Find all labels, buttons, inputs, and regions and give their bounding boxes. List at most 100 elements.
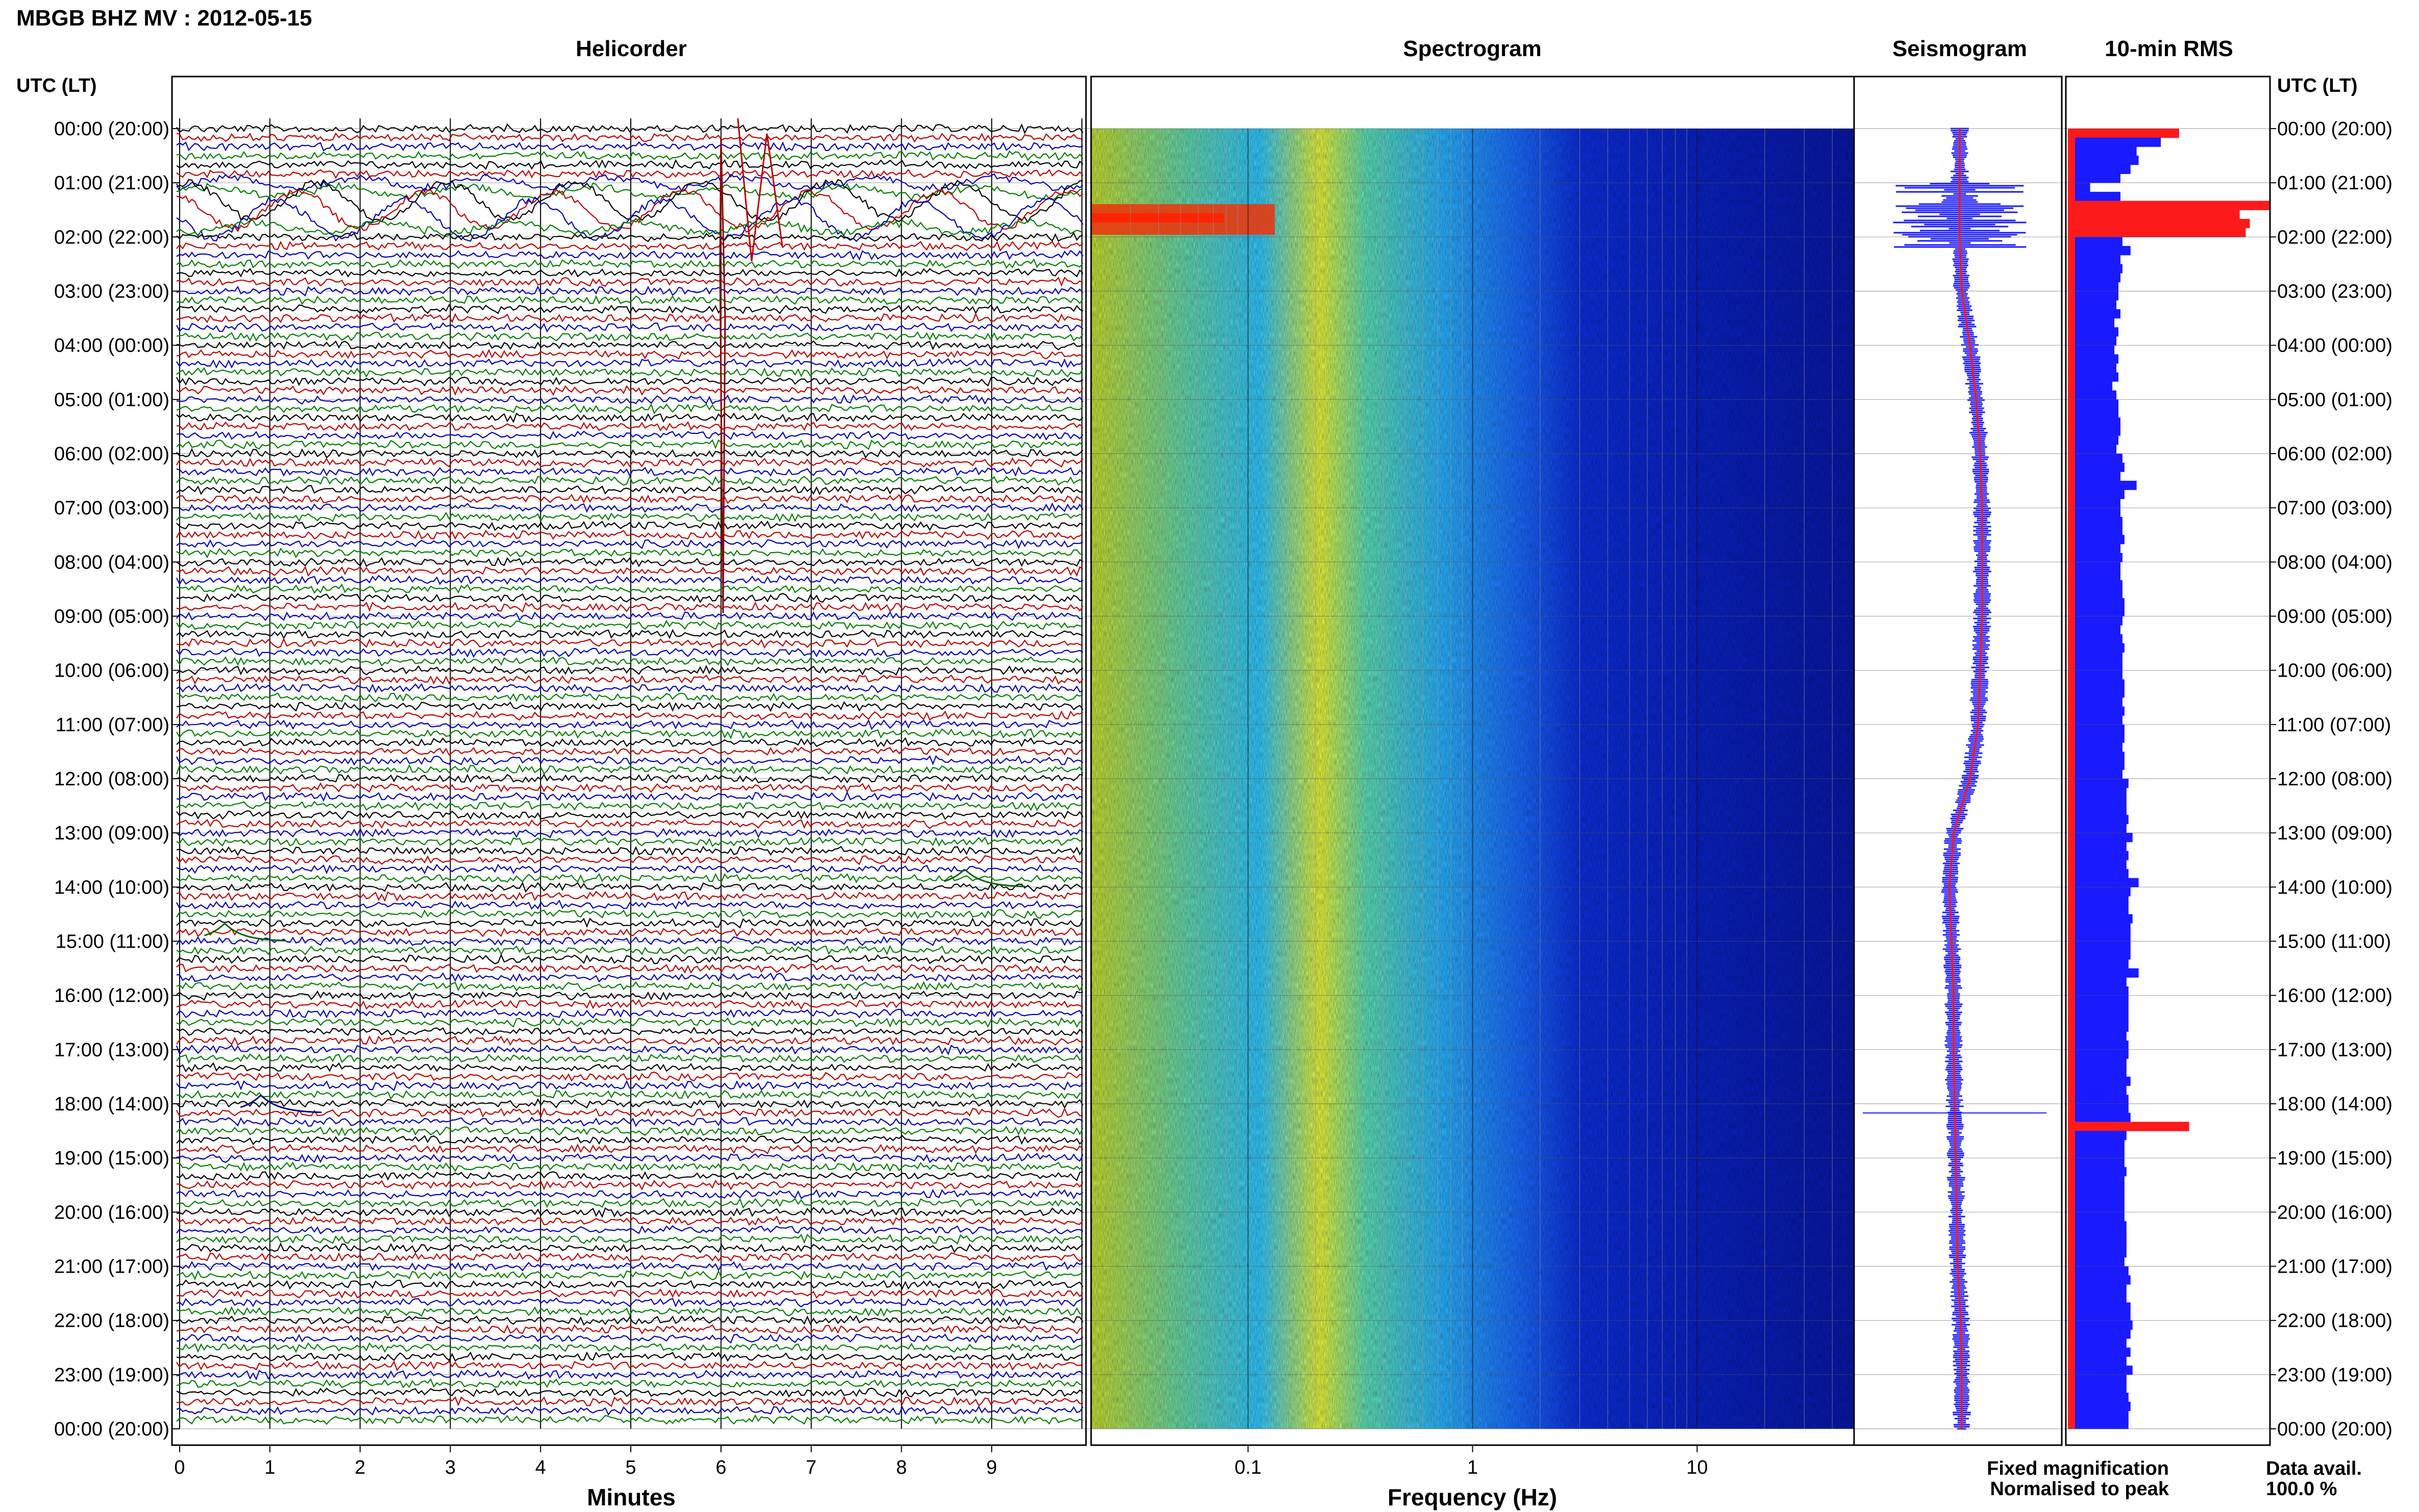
rms-bar	[2068, 237, 2122, 246]
helicorder-trace	[176, 367, 1083, 378]
rms-normalised-bar	[2068, 959, 2075, 969]
rms-bar	[2068, 191, 2120, 202]
rms-normalised-bar	[2068, 472, 2075, 481]
rms-normalised-bar	[2068, 571, 2075, 581]
rms-normalised-bar	[2068, 724, 2075, 734]
helicorder-trace	[176, 511, 1083, 523]
helicorder-trace	[176, 755, 1083, 766]
rms-bar	[2068, 779, 2129, 788]
rms-bar	[2068, 787, 2127, 797]
rms-bar	[2068, 1293, 2127, 1303]
helicorder-trace	[176, 385, 1083, 396]
rms-bar	[2068, 381, 2113, 391]
time-label-left: 15:00 (11:00)	[56, 931, 169, 953]
rms-normalised-bar	[2068, 273, 2075, 283]
rms-bar	[2068, 508, 2120, 517]
rms-normalised-bar	[2068, 300, 2075, 310]
rms-normalised-bar	[2068, 1085, 2075, 1095]
time-label-right: 18:00 (14:00)	[2277, 1094, 2392, 1115]
rms-normalised-bar	[2068, 183, 2075, 192]
time-label-right: 20:00 (16:00)	[2277, 1202, 2392, 1223]
rms-bar	[2068, 905, 2129, 914]
helicorder-trace	[176, 277, 1083, 287]
rms-bar	[2068, 1311, 2131, 1321]
time-label-right: 09:00 (05:00)	[2277, 606, 2392, 628]
helicorder-trace	[176, 999, 1083, 1010]
panel-title-rms: 10-min RMS	[2105, 36, 2233, 61]
rms-normalised-bar	[2068, 878, 2075, 887]
time-label-right: 23:00 (19:00)	[2277, 1365, 2392, 1386]
rms-normalised-bar	[2068, 887, 2075, 897]
helicorder-trace	[176, 1324, 1083, 1335]
helicorder-trace	[176, 232, 1083, 242]
rms-normalised-bar	[2068, 363, 2075, 373]
helicorder-trace	[176, 377, 1083, 387]
helicorder-trace	[176, 502, 1083, 513]
helicorder-trace	[176, 304, 1083, 314]
rms-bar	[2068, 173, 2120, 183]
helicorder-trace	[176, 217, 1083, 237]
rms-bar	[2068, 336, 2117, 346]
time-label-left: 00:00 (20:00)	[54, 1419, 169, 1440]
rms-normalised-bar	[2068, 164, 2075, 174]
rms-normalised-bar	[2068, 1320, 2075, 1330]
rms-bar	[2068, 986, 2129, 996]
rms-normalised-bar	[2068, 218, 2250, 229]
rms-bar	[2068, 164, 2131, 174]
rms-normalised-bar	[2068, 851, 2075, 860]
rms-bar	[2068, 670, 2122, 680]
helicorder-trace	[176, 692, 1083, 703]
helicorder-trace	[176, 358, 1083, 369]
rms-bar	[2068, 697, 2122, 707]
helicorder-trace	[176, 150, 1083, 161]
rms-normalised-bar	[2068, 661, 2075, 671]
rms-normalised-bar	[2068, 1068, 2075, 1077]
rms-normalised-bar	[2068, 1158, 2075, 1168]
rms-bar	[2068, 1203, 2125, 1212]
rms-normalised-bar	[2068, 516, 2075, 527]
rms-bar	[2068, 1257, 2125, 1267]
rms-normalised-bar	[2068, 860, 2075, 870]
helicorder-trace	[176, 1044, 1083, 1056]
time-label-right: 05:00 (01:00)	[2277, 389, 2392, 411]
rms-normalised-bar	[2068, 1311, 2075, 1321]
rms-bar	[2068, 264, 2122, 274]
rms-normalised-bar	[2068, 797, 2075, 806]
helicorder-trace	[176, 728, 1083, 739]
rms-bar	[2068, 724, 2125, 734]
data-availability-value: 100.0 %	[2266, 1478, 2337, 1500]
rms-bar	[2068, 923, 2131, 933]
rms-normalised-bar	[2068, 237, 2075, 246]
rms-bar	[2068, 814, 2129, 824]
helicorder-trace	[176, 448, 1083, 459]
helicorder-trace	[176, 182, 1083, 201]
rms-bar	[2068, 309, 2120, 319]
rms-bar	[2068, 372, 2118, 382]
rms-bar	[2068, 1185, 2125, 1195]
rms-normalised-bar	[2068, 282, 2075, 291]
minutes-axis-label: Minutes	[587, 1484, 676, 1510]
time-label-left: 14:00 (10:00)	[54, 877, 169, 898]
helicorder-trace	[176, 1360, 1083, 1372]
rms-bar	[2068, 363, 2117, 373]
helicorder-trace	[176, 412, 1083, 424]
rms-bar	[2068, 426, 2120, 436]
rms-normalised-bar	[2068, 905, 2075, 914]
rms-bar	[2068, 246, 2131, 256]
helicorder-trace	[176, 1269, 1083, 1281]
helicorder-trace	[176, 312, 1083, 324]
rms-normalised-bar	[2068, 553, 2075, 562]
minute-tick-label: 4	[535, 1457, 546, 1478]
rms-bar	[2068, 1095, 2129, 1104]
helicorder-trace	[176, 981, 1083, 992]
time-label-right: 00:00 (20:00)	[2277, 118, 2392, 140]
time-label-right: 19:00 (15:00)	[2277, 1148, 2392, 1169]
helicorder-trace	[176, 1008, 1083, 1019]
rms-bar	[2068, 535, 2125, 544]
rms-normalised-bar	[2068, 372, 2075, 382]
rms-bar	[2068, 1194, 2125, 1204]
rms-bar	[2068, 1212, 2125, 1222]
helicorder-trace	[176, 1089, 1083, 1100]
rms-normalised-bar	[2068, 1149, 2075, 1158]
rms-normalised-bar	[2068, 625, 2075, 635]
